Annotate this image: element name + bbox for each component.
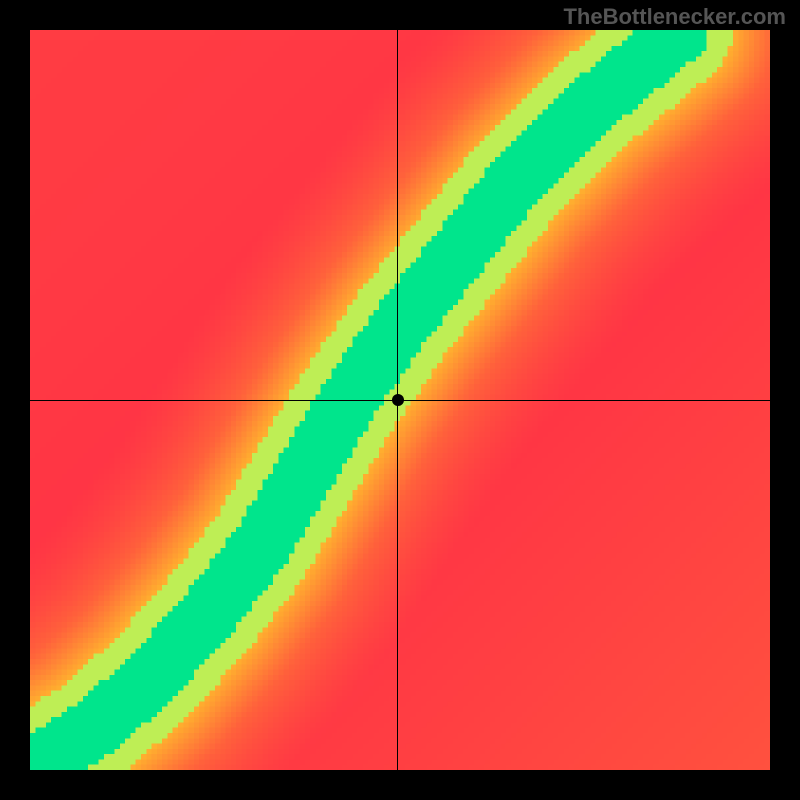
- plot-area: [30, 30, 770, 770]
- watermark-text: TheBottlenecker.com: [563, 4, 786, 30]
- chart-container: TheBottlenecker.com: [0, 0, 800, 800]
- selection-marker: [392, 394, 404, 406]
